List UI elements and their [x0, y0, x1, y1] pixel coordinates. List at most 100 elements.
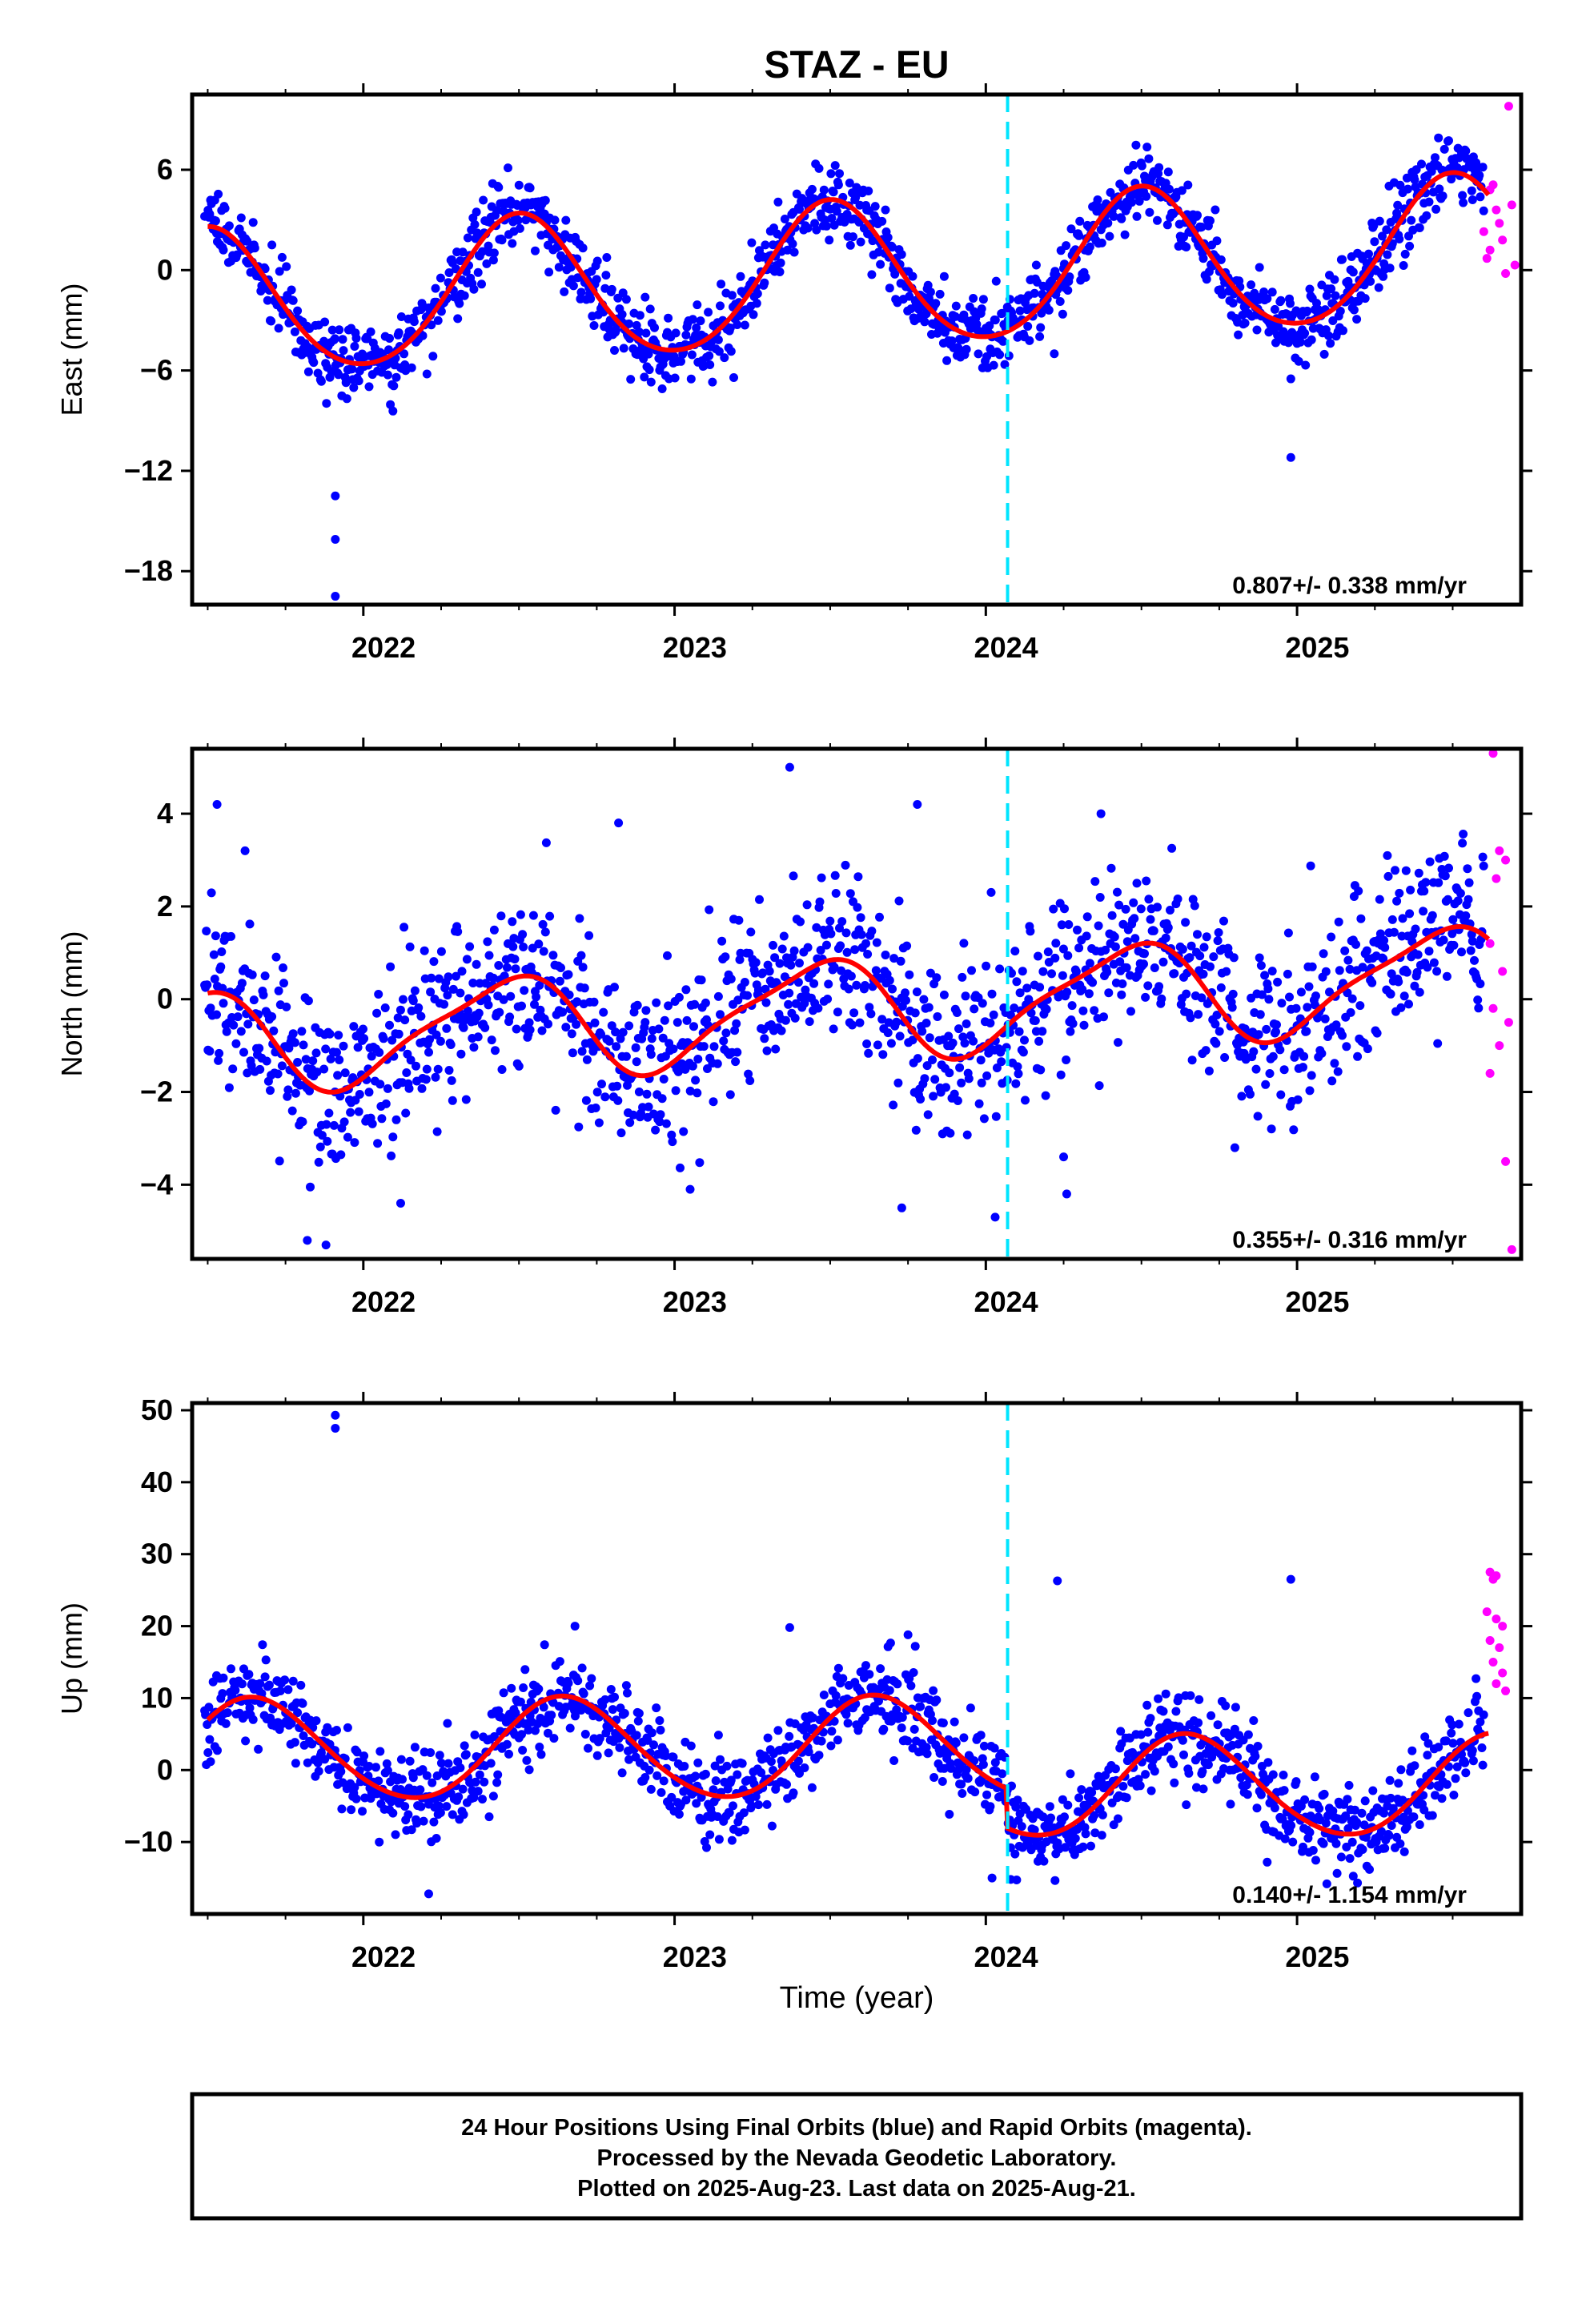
- data-point: [942, 356, 952, 365]
- data-point: [954, 344, 963, 353]
- data-point: [717, 936, 727, 946]
- data-point: [725, 1808, 734, 1818]
- data-point: [1379, 954, 1388, 963]
- data-point: [396, 1005, 405, 1015]
- data-point: [1447, 1728, 1456, 1738]
- data-point: [327, 325, 337, 335]
- data-point: [909, 1668, 918, 1677]
- data-point: [909, 1724, 919, 1734]
- data-point: [335, 325, 344, 335]
- data-point: [705, 360, 715, 369]
- data-point: [303, 996, 313, 1006]
- data-point: [1079, 1020, 1089, 1030]
- x-tick-label: 2023: [663, 1940, 727, 1973]
- data-point: [359, 1024, 367, 1034]
- data-point: [923, 280, 933, 290]
- data-point: [1142, 143, 1152, 152]
- y-tick-label: 6: [157, 153, 173, 186]
- data-point: [619, 344, 628, 353]
- data-point: [1142, 876, 1151, 886]
- data-point: [1081, 1829, 1090, 1839]
- rapid-point: [1488, 749, 1498, 758]
- data-point: [322, 399, 331, 408]
- data-point: [709, 1042, 719, 1051]
- data-point: [680, 1762, 689, 1771]
- rapid-point: [1504, 1018, 1513, 1027]
- data-point: [921, 1019, 931, 1027]
- data-point: [667, 1792, 677, 1802]
- data-point: [454, 1792, 464, 1802]
- data-point: [336, 1150, 346, 1160]
- data-point: [693, 300, 702, 310]
- data-point: [323, 1136, 332, 1146]
- data-point: [1307, 1071, 1316, 1080]
- data-point: [317, 1131, 327, 1140]
- x-tick-label: 2025: [1285, 1940, 1349, 1973]
- data-point: [400, 349, 409, 359]
- data-point: [1304, 982, 1314, 991]
- data-point: [781, 1015, 790, 1025]
- outlier-point: [212, 799, 222, 809]
- data-point: [405, 942, 415, 951]
- data-point: [1405, 909, 1415, 919]
- data-point: [730, 1026, 740, 1035]
- data-point: [833, 180, 843, 190]
- data-point: [1030, 1016, 1040, 1025]
- data-point: [733, 320, 742, 329]
- data-point: [520, 986, 529, 995]
- data-point: [579, 1689, 588, 1699]
- data-point: [1330, 275, 1339, 284]
- data-point: [567, 1029, 576, 1039]
- data-point: [1286, 299, 1295, 308]
- data-point: [669, 1044, 678, 1054]
- data-point: [1470, 955, 1479, 965]
- data-point: [835, 169, 844, 179]
- data-point: [515, 223, 524, 233]
- data-point: [502, 1739, 512, 1749]
- data-point: [642, 1089, 652, 1099]
- data-point: [1345, 964, 1355, 974]
- data-point: [1402, 173, 1411, 183]
- data-point: [997, 1057, 1006, 1067]
- data-point: [401, 1108, 411, 1118]
- data-point: [1343, 988, 1352, 998]
- data-point: [757, 1768, 766, 1777]
- data-point: [1014, 1069, 1023, 1079]
- rapid-point: [1479, 227, 1488, 236]
- data-point: [1010, 947, 1020, 956]
- data-point: [359, 1751, 369, 1761]
- data-point: [1056, 1070, 1066, 1080]
- data-point: [283, 1685, 293, 1695]
- data-point: [486, 1759, 496, 1768]
- data-point: [524, 1018, 534, 1027]
- data-point: [721, 1028, 731, 1038]
- data-point: [380, 1003, 390, 1012]
- data-point: [786, 960, 796, 970]
- data-point: [995, 964, 1005, 974]
- data-point: [379, 1034, 388, 1043]
- data-point: [514, 180, 524, 190]
- data-point: [412, 1061, 420, 1071]
- data-point: [1468, 936, 1477, 946]
- data-point: [1026, 1008, 1036, 1018]
- footer-box: [190, 2092, 1524, 2221]
- data-point: [982, 1071, 992, 1080]
- data-point: [747, 238, 757, 247]
- data-point: [610, 346, 619, 355]
- data-point: [1128, 1747, 1138, 1757]
- data-point: [459, 1023, 468, 1032]
- data-point: [633, 1716, 643, 1726]
- data-point: [544, 1728, 552, 1738]
- outlier-point: [1050, 349, 1059, 359]
- data-point: [309, 358, 319, 368]
- data-point: [1187, 1055, 1197, 1065]
- data-point: [508, 239, 517, 248]
- data-point: [394, 328, 404, 337]
- data-point: [589, 997, 599, 1007]
- data-point: [1398, 914, 1407, 923]
- outlier-point: [903, 1630, 913, 1639]
- data-point: [1295, 337, 1305, 347]
- data-point: [986, 887, 996, 897]
- data-point: [775, 267, 785, 276]
- data-point: [410, 1743, 420, 1752]
